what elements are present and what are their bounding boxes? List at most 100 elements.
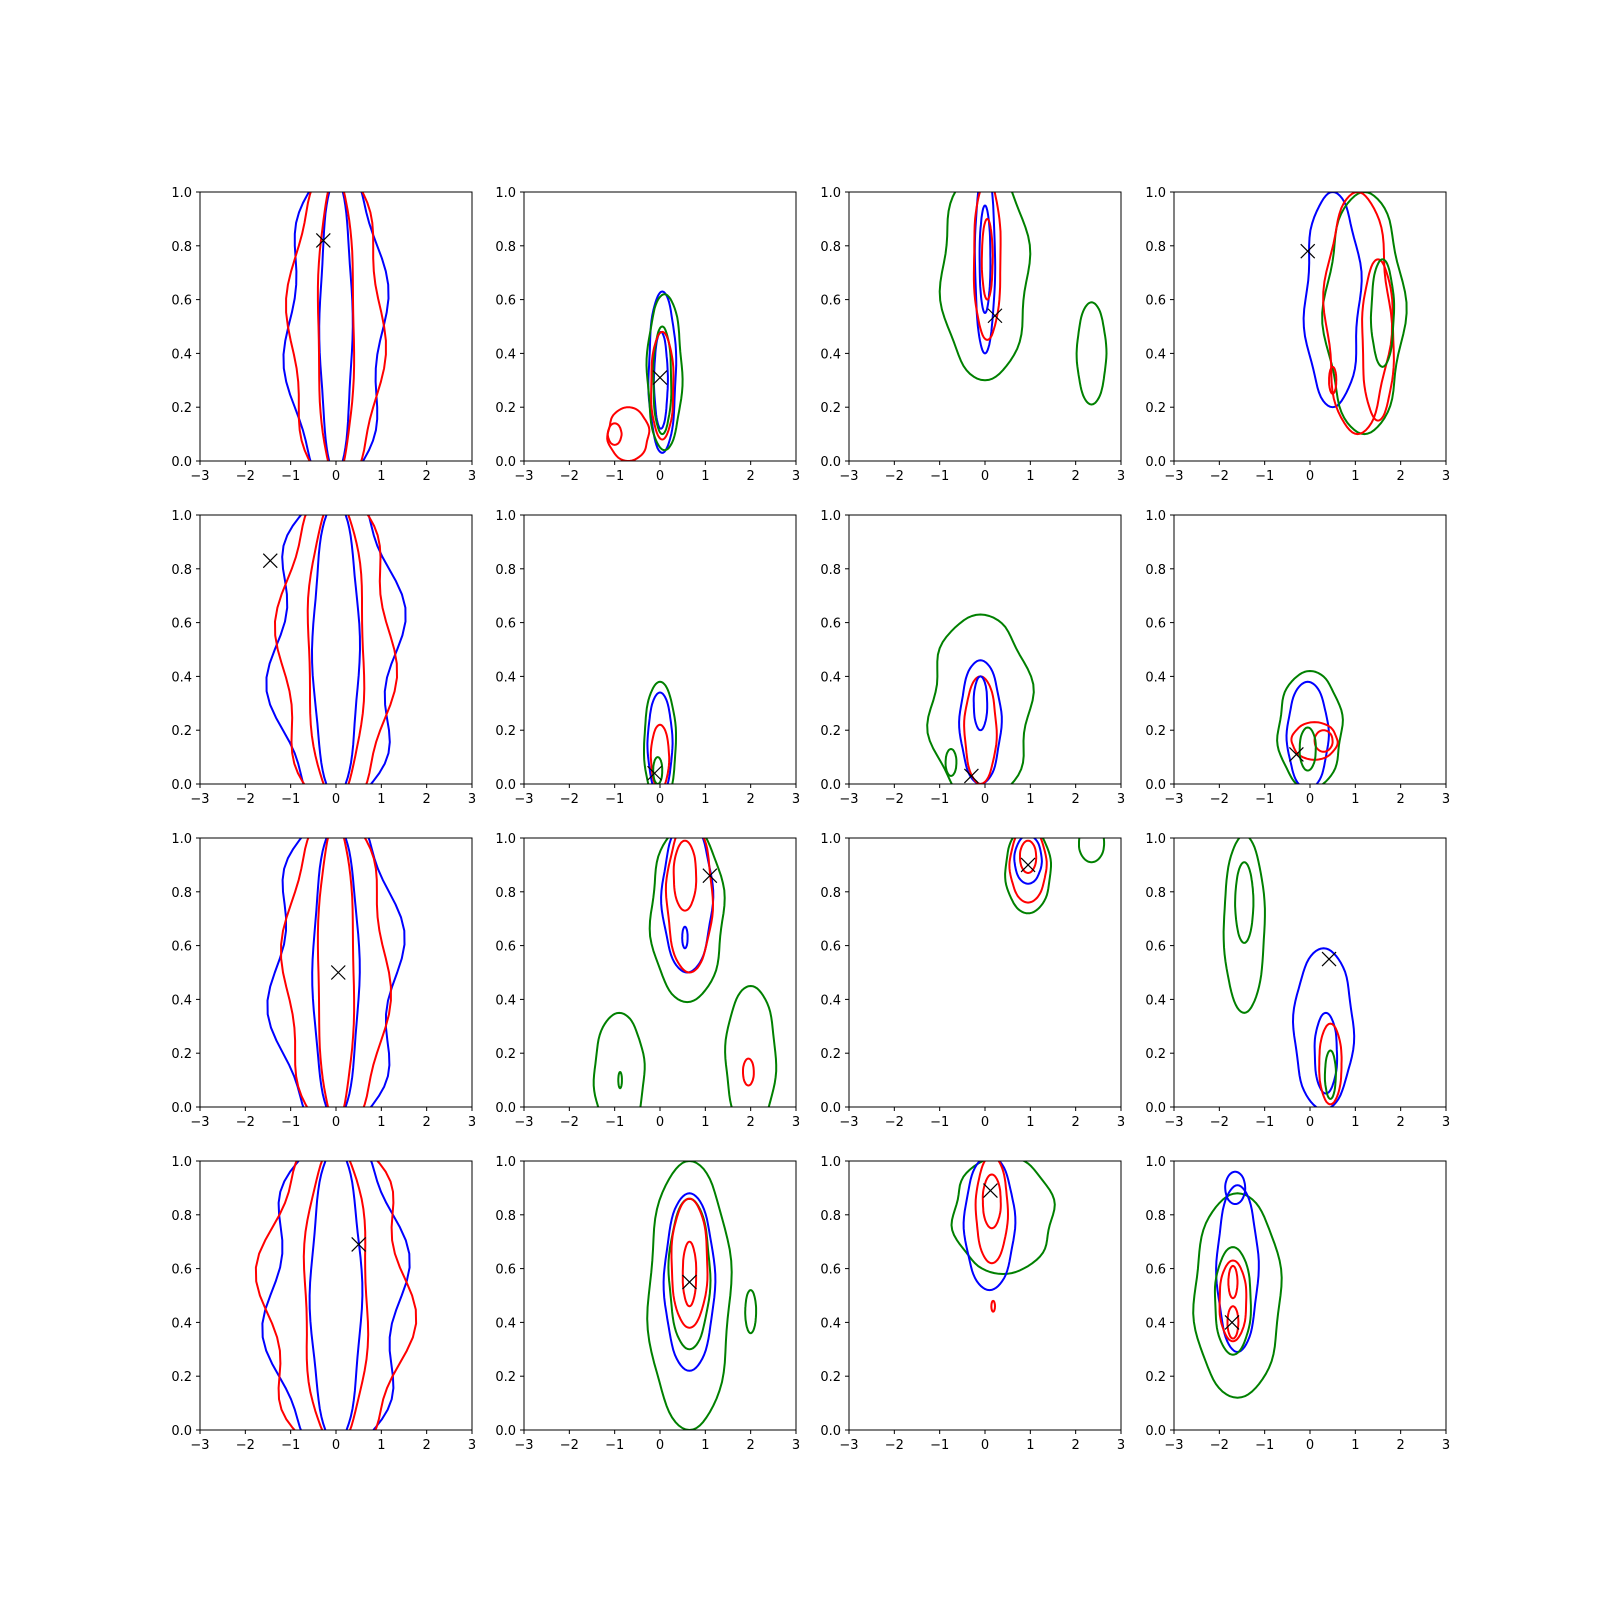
green-contour [1298,726,1317,772]
x-tick-label: −2 [236,469,255,484]
x-tick-label: −1 [1255,469,1274,484]
green-contour [1321,192,1408,436]
red-contour [990,1299,996,1313]
y-tick-label: 0.8 [1145,240,1166,255]
x-tick-label: 0 [1306,792,1314,807]
green-contour [592,1011,646,1107]
green-contour [944,748,958,777]
x-tick-label: −2 [1210,1438,1229,1453]
subplot-2-2: −3 −2 −1 0 1 2 3 0.0 0.2 0.4 0.6 0.8 1.0 [820,832,1125,1130]
x-tick-label: 2 [747,1115,755,1130]
x-marker [1020,857,1036,873]
subplot-0-3: −3 −2 −1 0 1 2 3 0.0 0.2 0.4 0.6 0.8 1.0 [1145,186,1450,484]
y-tick-label: 0.2 [171,724,192,739]
red-contour [670,1197,709,1329]
x-tick-label: −3 [839,469,858,484]
x-marker [1224,1314,1240,1330]
y-tick-label: 0.4 [1145,670,1166,685]
contour-group [266,838,406,1107]
blue-contour [1285,680,1330,784]
y-tick-label: 0.0 [820,1424,841,1439]
blue-contour [1224,1170,1247,1205]
x-tick-label: −2 [1210,1115,1229,1130]
x-tick-label: 1 [1351,792,1359,807]
green-contour [1004,838,1052,915]
y-tick-label: 0.0 [820,455,841,470]
contour-group [254,1161,418,1430]
x-tick-label: −2 [236,1438,255,1453]
x-tick-label: −3 [839,792,858,807]
x-tick-label: −3 [190,1438,209,1453]
x-tick-label: −1 [281,792,300,807]
x-marker [262,553,278,569]
y-tick-label: 1.0 [495,186,516,201]
blue-contour [265,515,407,784]
x-tick-label: 3 [1442,469,1450,484]
y-tick-label: 0.8 [1145,1209,1166,1224]
red-contour [606,422,623,446]
subplot-0-1: −3 −2 −1 0 1 2 3 0.0 0.2 0.4 0.6 0.8 1.0 [495,186,800,484]
y-tick-label: 0.2 [171,1047,192,1062]
contour-group [1276,670,1344,784]
y-tick-label: 1.0 [171,186,192,201]
x-tick-label: −1 [281,1438,300,1453]
red-contour [1226,1305,1240,1340]
y-tick-label: 0.2 [1145,1370,1166,1385]
green-contour [648,838,726,1004]
red-contour [254,1161,418,1430]
x-tick-label: −3 [190,1115,209,1130]
blue-contour [958,659,1003,784]
x-tick-label: 1 [1351,1115,1359,1130]
x-tick-label: −3 [839,1438,858,1453]
blue-contour [662,1192,717,1372]
x-tick-label: −1 [930,469,949,484]
blue-contour [1013,838,1043,885]
y-tick-label: 0.6 [495,294,516,309]
y-tick-label: 0.6 [171,1263,192,1278]
green-contour [646,1161,733,1430]
x-tick-label: 3 [792,792,800,807]
red-contour [1318,1022,1343,1106]
x-tick-label: −2 [885,1115,904,1130]
blue-contour [646,691,674,784]
y-tick-label: 1.0 [495,832,516,847]
blue-contour [962,1161,1017,1292]
y-tick-label: 0.4 [1145,1316,1166,1331]
x-tick-label: −3 [1164,1438,1183,1453]
x-tick-label: 1 [377,469,385,484]
red-contour [280,838,392,1107]
y-tick-label: 1.0 [495,1155,516,1170]
contour-group [1192,1170,1283,1399]
green-contour [1213,1246,1252,1356]
y-tick-label: 1.0 [1145,832,1166,847]
x-tick-label: 2 [1072,792,1080,807]
y-tick-label: 0.6 [495,617,516,632]
y-tick-label: 1.0 [1145,186,1166,201]
x-tick-label: −1 [605,792,624,807]
y-tick-label: 1.0 [820,832,841,847]
x-tick-label: 3 [468,1438,476,1453]
x-marker [963,768,979,784]
x-tick-label: 1 [1351,1438,1359,1453]
y-tick-label: 0.8 [820,886,841,901]
x-marker [351,1236,367,1252]
contour-group [265,515,407,784]
x-tick-label: −2 [236,1115,255,1130]
subplot-0-2: −3 −2 −1 0 1 2 3 0.0 0.2 0.4 0.6 0.8 1.0 [820,186,1125,484]
x-marker [1300,243,1316,259]
x-tick-label: 2 [1072,469,1080,484]
x-tick-label: 1 [701,469,709,484]
y-tick-label: 1.0 [820,509,841,524]
green-contour [1234,861,1255,944]
y-tick-label: 1.0 [171,1155,192,1170]
red-contour [1218,1259,1248,1343]
red-contour [981,1173,1002,1230]
x-tick-label: 0 [656,1115,664,1130]
x-tick-label: 1 [377,1115,385,1130]
y-tick-label: 0.4 [820,993,841,1008]
red-contour [306,515,366,784]
x-tick-label: −3 [514,792,533,807]
y-tick-label: 0.2 [820,724,841,739]
green-contour [950,1161,1056,1275]
